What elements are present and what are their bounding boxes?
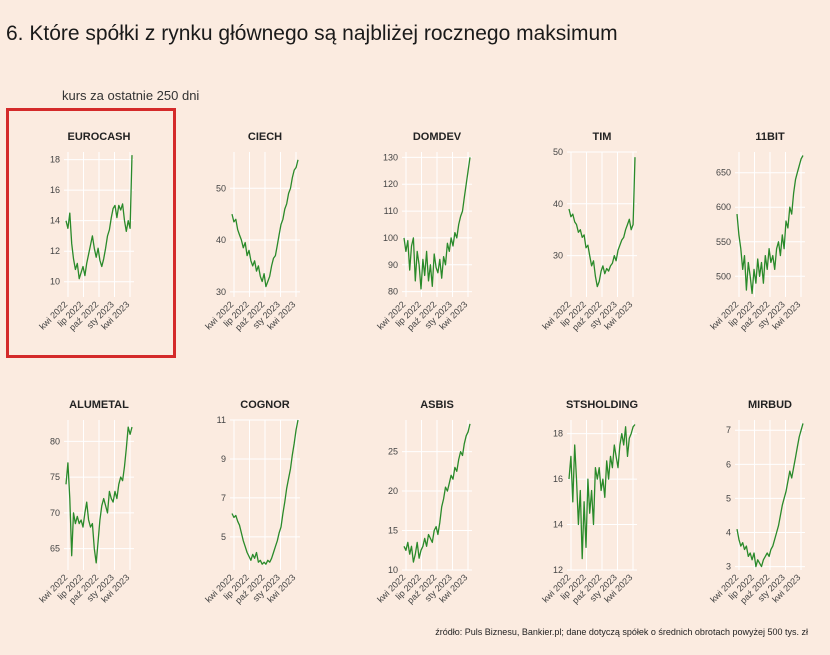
chart-title: 6. Które spółki z rynku głównego są najb… [6,22,618,45]
y-tick-label: 30 [216,287,226,297]
panel-title: COGNOR [240,399,290,411]
y-tick-label: 5 [726,493,731,503]
panel-title: EUROCASH [68,131,131,143]
y-tick-label: 6 [726,459,731,469]
y-tick-label: 15 [388,526,398,536]
y-tick-label: 12 [50,246,60,256]
series-line [403,157,471,290]
y-tick-label: 20 [388,486,398,496]
source-note: źródło: Puls Biznesu, Bankier.pl; dane d… [435,627,808,637]
panel-title: MIRBUD [748,399,792,411]
y-tick-label: 7 [221,493,226,503]
y-tick-label: 70 [50,508,60,518]
y-tick-label: 40 [553,199,563,209]
y-tick-label: 3 [726,562,731,572]
y-tick-label: 100 [383,233,398,243]
y-tick-label: 5 [221,532,226,542]
series-line [736,423,804,568]
y-tick-label: 110 [384,206,398,216]
y-tick-label: 7 [726,425,731,435]
series-line [231,419,299,565]
y-tick-label: 90 [388,260,398,270]
highlight-box-eurocash [6,108,176,358]
y-tick-label: 500 [716,271,731,281]
y-tick-label: 11 [217,415,226,425]
y-tick-label: 120 [383,179,398,189]
y-tick-label: 18 [50,155,60,165]
series-line [65,155,133,280]
y-tick-label: 130 [383,152,398,162]
y-tick-label: 16 [553,474,563,484]
panel-title: TIM [593,131,612,143]
y-tick-label: 50 [553,147,563,157]
y-tick-label: 18 [553,429,563,439]
panel-title: ASBIS [420,399,454,411]
y-tick-label: 650 [716,168,731,178]
y-tick-label: 30 [553,251,563,261]
panel-title: CIECH [248,131,282,143]
series-line [65,426,133,564]
series-line [736,155,804,295]
y-tick-label: 65 [50,544,60,554]
panel-title: STSHOLDING [566,399,638,411]
y-tick-label: 9 [221,454,226,464]
y-tick-label: 10 [388,565,398,575]
series-line [231,159,299,288]
y-tick-label: 14 [50,216,60,226]
series-line [403,423,471,563]
y-tick-label: 550 [716,237,731,247]
panel-title: DOMDEV [413,131,462,143]
y-tick-label: 40 [216,235,226,245]
y-tick-label: 80 [388,287,398,297]
y-tick-label: 14 [553,520,563,530]
y-tick-label: 12 [553,565,563,575]
y-tick-label: 600 [716,202,731,212]
chart-subtitle: kurs za ostatnie 250 dni [62,88,200,103]
y-tick-label: 16 [50,185,60,195]
panel-title: 11BIT [755,131,785,143]
y-tick-label: 25 [388,447,398,457]
series-line [568,424,636,560]
y-tick-label: 75 [50,472,60,482]
series-line [568,157,636,288]
y-tick-label: 4 [726,528,731,538]
y-tick-label: 50 [216,183,226,193]
panel-title: ALUMETAL [69,399,129,411]
y-tick-label: 80 [50,436,60,446]
y-tick-label: 10 [50,277,60,287]
